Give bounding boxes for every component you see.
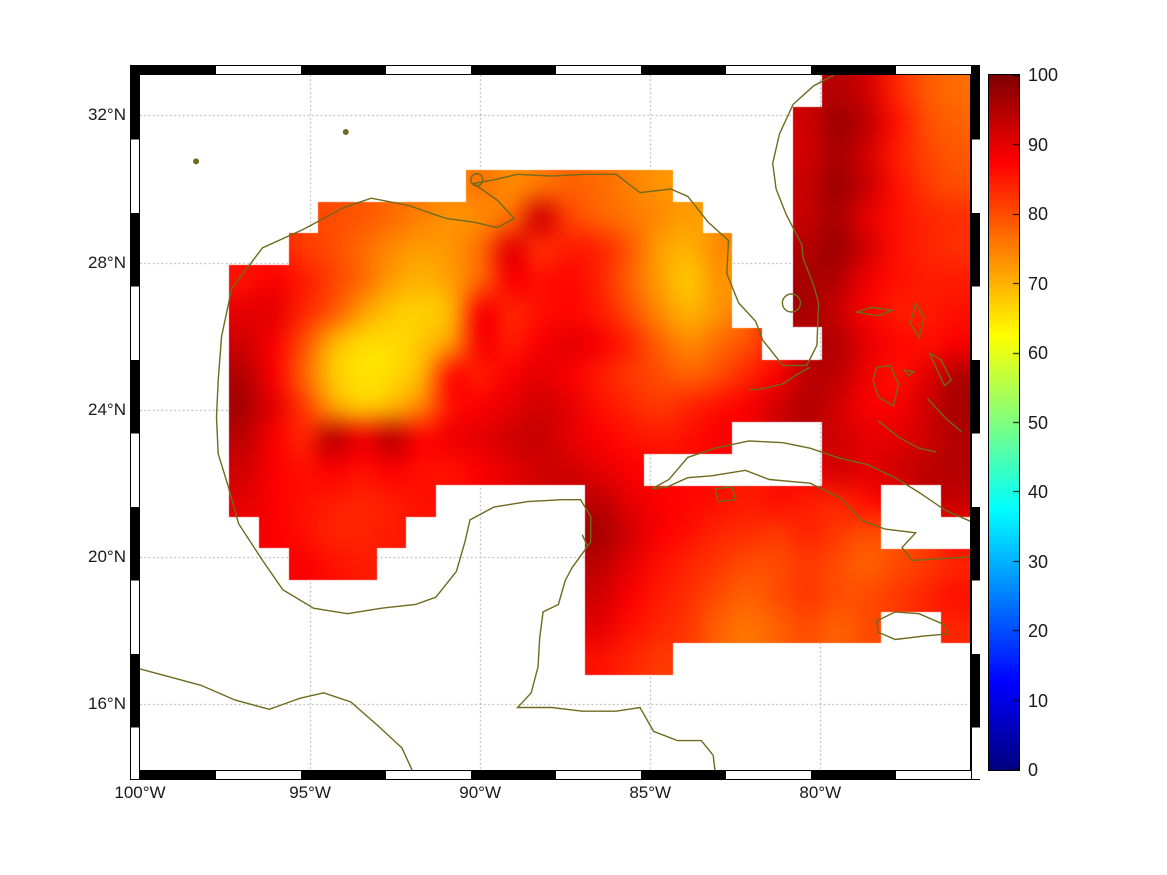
- colorbar-canvas: [989, 75, 1019, 770]
- heatmap-canvas: [140, 75, 970, 770]
- colorbar: [988, 74, 1020, 771]
- lon-tick-label: 100°W: [114, 783, 166, 802]
- frame-checker-bottom: [131, 770, 979, 779]
- lat-tick-label: 32°N: [88, 105, 126, 125]
- lon-tick-label: 95°W: [289, 783, 331, 802]
- lat-tick-label: 16°N: [88, 693, 126, 713]
- frame-checker-right: [971, 66, 980, 779]
- colorbar-tick-label: 90: [1028, 134, 1049, 155]
- map-plot-area: [139, 74, 971, 771]
- lon-tick-label: 85°W: [629, 783, 672, 802]
- colorbar-tick-label: 60: [1028, 343, 1049, 363]
- colorbar-tick-label: 40: [1028, 482, 1049, 502]
- colorbar-tick-label: 20: [1028, 621, 1049, 641]
- lat-tick-label: 24°N: [88, 399, 126, 419]
- lat-tick-label: 28°N: [88, 252, 126, 272]
- colorbar-tick-label: 10: [1028, 690, 1049, 711]
- colorbar-tick-label: 0: [1028, 760, 1039, 780]
- colorbar-tick-label: 30: [1028, 551, 1049, 572]
- colorbar-tick-label: 80: [1028, 204, 1049, 224]
- lat-tick-label: 20°N: [88, 546, 126, 566]
- lon-tick-label: 80°W: [799, 783, 842, 802]
- lon-tick-label: 90°W: [459, 783, 502, 802]
- colorbar-tick-label: 50: [1028, 412, 1049, 433]
- colorbar-tick-label: 100: [1028, 65, 1059, 85]
- colorbar-tick-label: 70: [1028, 273, 1049, 294]
